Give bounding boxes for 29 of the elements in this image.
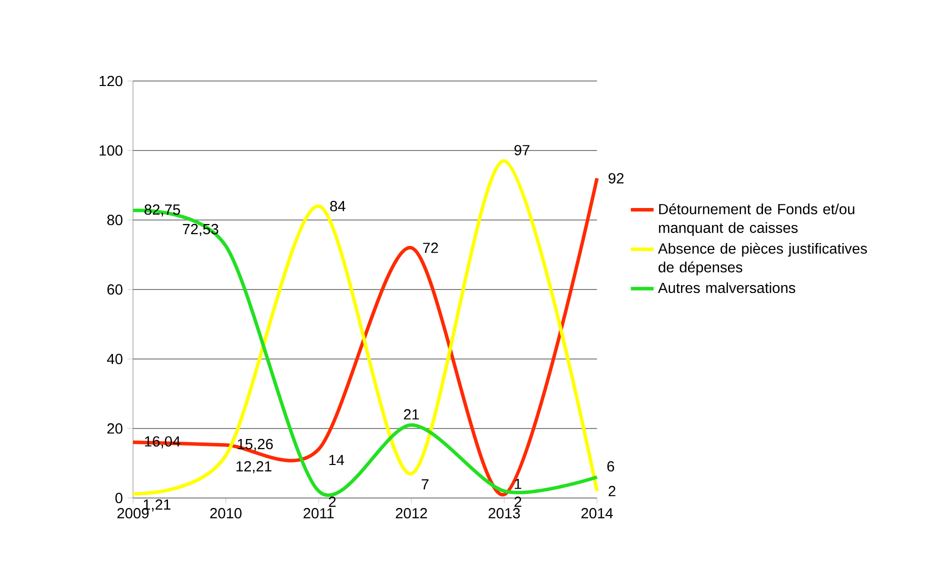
y-tick-label: 40	[107, 354, 122, 364]
data-label: 2	[608, 486, 616, 496]
x-tick-label: 2014	[581, 508, 613, 518]
x-tick-label: 2010	[210, 508, 242, 518]
legend-label: Absence de pièces justificatives de dépenses	[658, 242, 867, 276]
x-tick-label: 2013	[488, 508, 520, 518]
y-tick-label: 0	[115, 492, 122, 504]
y-tick-label: 20	[107, 423, 122, 434]
y-tick-label: 100	[100, 145, 122, 156]
data-label: 15,26	[238, 438, 273, 452]
data-label: 7	[422, 479, 428, 490]
data-label: 1	[514, 478, 522, 489]
data-label: 6	[607, 461, 614, 472]
data-label: 2	[514, 496, 522, 507]
y-tick-label: 80	[107, 214, 122, 226]
data-label: 14	[329, 454, 344, 466]
data-label: 97	[514, 144, 530, 156]
x-tick-label: 2011	[304, 508, 334, 518]
data-label: 21	[404, 409, 419, 420]
data-label: 12,21	[236, 461, 272, 474]
data-label: 72	[423, 242, 438, 253]
data-label: 84	[330, 200, 346, 212]
y-tick-label: 60	[107, 284, 122, 295]
y-tick-label: 120	[100, 76, 122, 86]
x-tick-label: 2012	[396, 508, 427, 518]
legend-label: Autres malversations	[658, 282, 796, 294]
data-label: 2	[328, 496, 336, 507]
legend-label: Détournement de Fonds et/ou manquant de caisses	[658, 203, 854, 236]
data-label: 92	[608, 173, 624, 184]
